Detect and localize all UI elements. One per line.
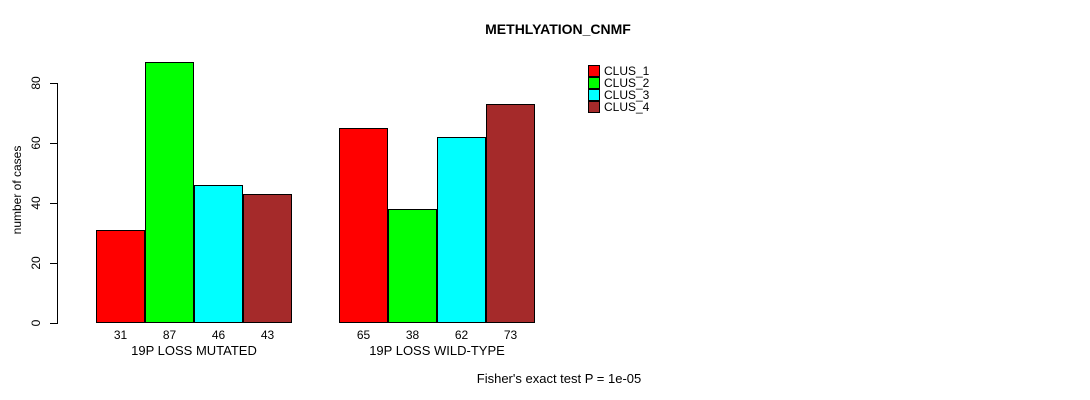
bar-value-label: 43 <box>260 328 275 342</box>
bar-clus_3-group1 <box>194 185 243 323</box>
legend-label: CLUS_1 <box>604 64 650 78</box>
bar-value-label: 65 <box>356 328 371 342</box>
fisher-test-annotation: Fisher's exact test P = 1e-05 <box>476 371 642 386</box>
legend-swatch <box>588 101 600 113</box>
legend-label: CLUS_2 <box>604 76 650 90</box>
legend-row-clus_3: CLUS_3 <box>588 88 650 102</box>
legend-swatch <box>588 89 600 101</box>
y-tick <box>50 143 57 144</box>
legend-row-clus_4: CLUS_4 <box>588 100 650 114</box>
legend-row-clus_2: CLUS_2 <box>588 76 650 90</box>
y-tick-label: 40 <box>29 196 43 210</box>
y-tick-label: 80 <box>29 76 43 90</box>
bar-clus_2-group2 <box>388 209 437 323</box>
bar-value-label: 73 <box>503 328 518 342</box>
x-category-label: 19P LOSS MUTATED <box>131 343 257 358</box>
bar-clus_4-group1 <box>243 194 292 323</box>
bar-clus_2-group1 <box>145 62 194 323</box>
bar-clus_3-group2 <box>437 137 486 323</box>
bar-value-label: 38 <box>405 328 420 342</box>
y-tick-label: 60 <box>29 136 43 150</box>
bar-value-label: 87 <box>162 328 177 342</box>
y-axis-line <box>57 83 58 324</box>
legend: CLUS_1 CLUS_2 CLUS_3 CLUS_4 <box>588 64 650 114</box>
bar-value-label: 31 <box>113 328 128 342</box>
y-tick <box>50 203 57 204</box>
bar-clus_1-group2 <box>339 128 388 323</box>
legend-label: CLUS_3 <box>604 88 650 102</box>
bar-clus_1-group1 <box>96 230 145 323</box>
legend-swatch <box>588 65 600 77</box>
chart-title: METHLYATION_CNMF <box>485 21 631 37</box>
y-axis-title: number of cases <box>10 145 24 235</box>
legend-row-clus_1: CLUS_1 <box>588 64 650 78</box>
legend-label: CLUS_4 <box>604 100 650 114</box>
y-tick <box>50 83 57 84</box>
y-tick-label: 0 <box>29 319 43 327</box>
y-tick-label: 20 <box>29 256 43 270</box>
y-tick <box>50 263 57 264</box>
y-tick <box>50 323 57 324</box>
bar-value-label: 46 <box>211 328 226 342</box>
bar-value-label: 62 <box>454 328 469 342</box>
bar-clus_4-group2 <box>486 104 535 323</box>
x-category-label: 19P LOSS WILD-TYPE <box>369 343 505 358</box>
legend-swatch <box>588 77 600 89</box>
